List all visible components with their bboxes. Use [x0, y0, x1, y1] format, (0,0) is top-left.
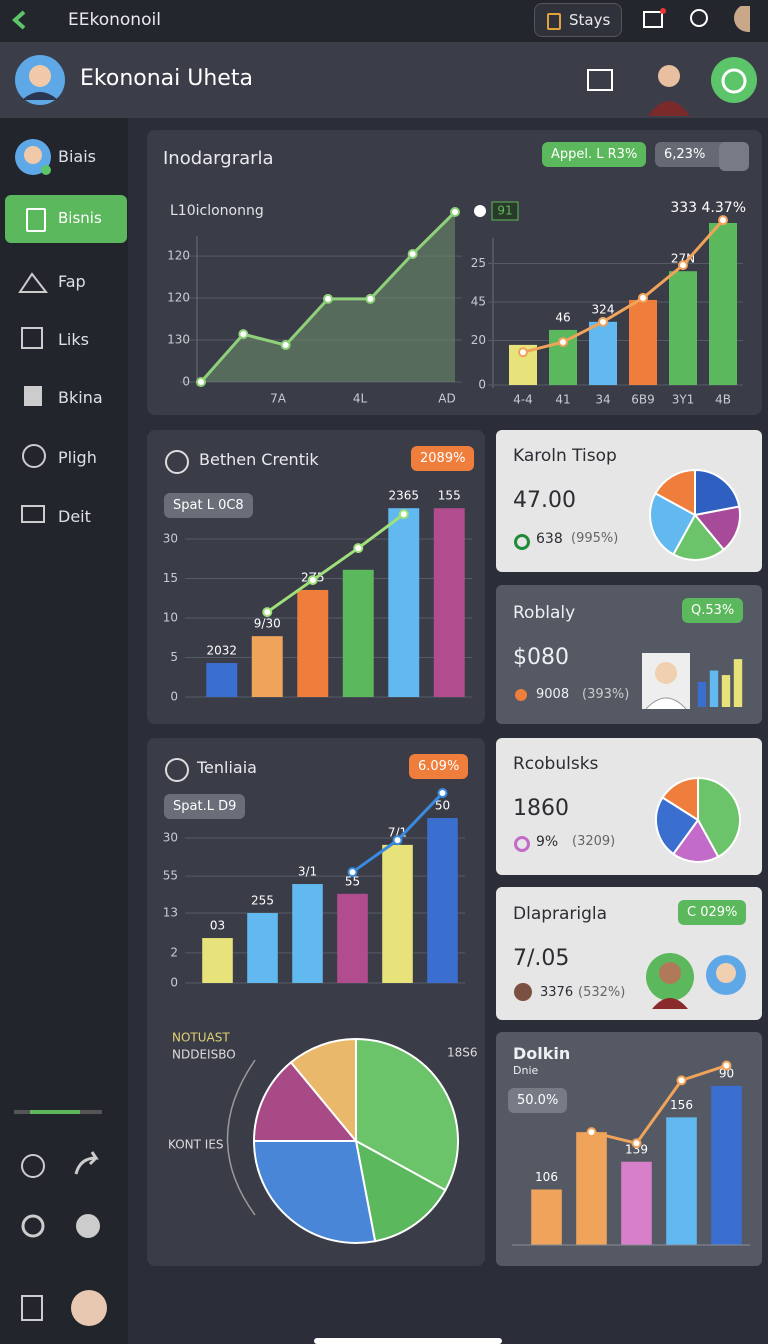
screen-icon[interactable] — [586, 68, 614, 92]
card-stat-note: (393%) — [582, 687, 630, 702]
panel-icon — [165, 450, 189, 474]
panel-title: Inodargrarla — [163, 148, 274, 169]
person-icon — [642, 653, 690, 709]
chip[interactable]: Spat.L D9 — [164, 794, 246, 819]
card-stat-note: (3209) — [572, 834, 616, 849]
side-icons — [18, 272, 49, 523]
header: Ekononai Uheta — [0, 42, 768, 118]
card-value: 1860 — [513, 796, 569, 821]
stat-icon — [515, 689, 527, 701]
chip[interactable]: 50.0% — [508, 1088, 568, 1113]
side-icon — [26, 208, 46, 232]
side-avatar — [15, 139, 51, 175]
info-icon[interactable] — [690, 9, 708, 27]
side-item[interactable]: Biais — [58, 147, 97, 166]
mail-icon[interactable] — [643, 11, 663, 28]
card-stat: 9008 — [536, 687, 570, 702]
badge[interactable]: Stays — [534, 3, 622, 37]
card-title: Roblaly — [513, 603, 576, 623]
top-icons — [643, 6, 750, 32]
badge: Q.53% — [682, 598, 744, 623]
badge: C 029% — [678, 900, 747, 925]
panel-title: Tenliaia — [197, 758, 257, 777]
active-item[interactable] — [5, 195, 127, 243]
side-item[interactable]: Bkina — [58, 388, 103, 407]
side-item[interactable]: Pligh — [58, 448, 97, 467]
card[interactable]: Dolkin Dnie 50.0% — [496, 1032, 762, 1266]
card-subtitle: Dnie — [513, 1064, 539, 1077]
side-item[interactable]: Fap — [58, 272, 86, 291]
card-value: 7/.05 — [513, 946, 570, 971]
side-item[interactable]: Liks — [58, 330, 89, 349]
panel: Bethen Crentik 2089% Spat L 0C8 — [147, 430, 485, 724]
card-title: Dlaprarigla — [513, 904, 608, 924]
notif-dot — [660, 8, 666, 14]
bottom-icons — [21, 1151, 107, 1326]
card-title: Dolkin — [513, 1044, 571, 1063]
stat-icon — [514, 983, 532, 1001]
top-bar: EEkononoil Stays — [0, 0, 768, 42]
side-item[interactable]: Bisnis — [58, 209, 102, 227]
overview-panel: Inodargrarla Appel. L R3% 6,23% — [147, 130, 762, 415]
header-avatar — [15, 55, 65, 105]
stat-icon — [514, 836, 530, 852]
divider — [14, 1110, 102, 1114]
card[interactable]: Roblaly Q.53% $080 9008 (393%) — [496, 585, 762, 724]
card-title: Rcobulsks — [513, 754, 599, 774]
card-stat: 9% — [536, 834, 559, 850]
app-name: EEkononoil — [68, 10, 161, 30]
panel: Tenliaia 6.09% Spat.L D9 — [147, 738, 485, 1266]
card[interactable]: Karoln Tisop 47.00 638 (995%) — [496, 430, 762, 572]
card-stat-note: (532%) — [578, 985, 626, 1000]
panel-title: Bethen Crentik — [199, 450, 319, 469]
home-indicator — [314, 1338, 502, 1344]
badge: 2089% — [411, 446, 475, 471]
badge-label: Stays — [569, 11, 611, 29]
card[interactable]: Dlaprarigla C 029% 7/.05 3376 (532%) — [496, 887, 762, 1020]
panel-icon — [165, 758, 189, 782]
pill[interactable]: Appel. L R3% — [542, 142, 647, 167]
badge: 6.09% — [409, 754, 469, 779]
badge-icon — [547, 13, 561, 30]
sidebar: Biais Bisnis Fap Liks Bkina Pligh Deit — [0, 118, 128, 1344]
back-icon[interactable] — [8, 8, 32, 32]
person-icon — [648, 65, 690, 116]
refresh-button[interactable] — [710, 56, 758, 104]
card[interactable]: Rcobulsks 1860 9% (3209) — [496, 738, 762, 875]
card-value: 47.00 — [513, 488, 576, 513]
card-stat: 3376 — [540, 985, 574, 1000]
card-stat: 638 — [536, 531, 563, 547]
avatars — [646, 953, 746, 1009]
card-title: Karoln Tisop — [513, 446, 617, 466]
side-item[interactable]: Deit — [58, 507, 91, 526]
header-title: Ekononai Uheta — [80, 66, 253, 91]
stat-icon — [514, 534, 530, 550]
chip[interactable]: Spat L 0C8 — [164, 493, 253, 518]
card-stat-note: (995%) — [571, 531, 619, 546]
avatar[interactable] — [734, 6, 750, 32]
search-button[interactable] — [719, 142, 749, 171]
card-value: $080 — [513, 645, 569, 670]
